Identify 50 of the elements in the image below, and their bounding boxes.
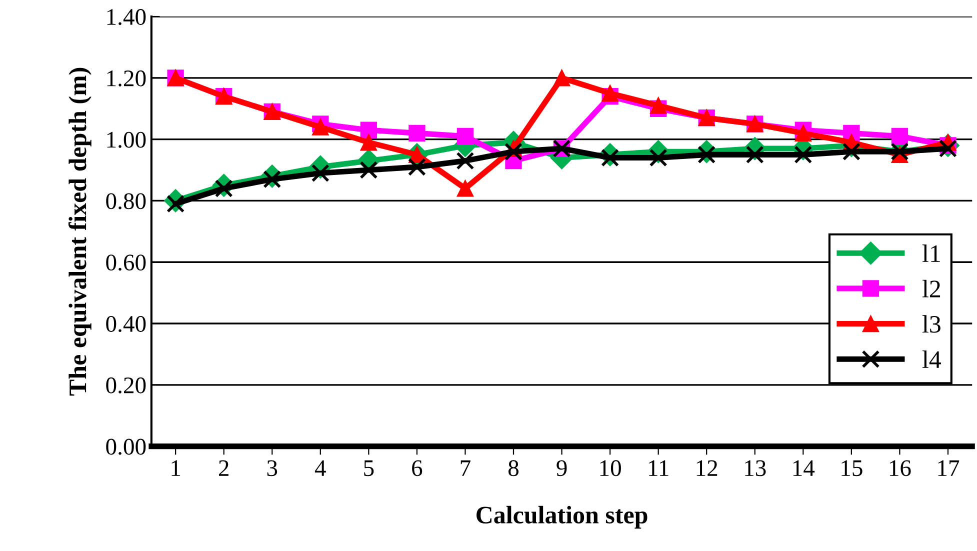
point xyxy=(456,152,474,170)
point xyxy=(698,146,716,164)
legend-label: l2 xyxy=(922,280,940,298)
point xyxy=(408,124,426,142)
x-tick-label: 15 xyxy=(842,460,862,476)
x-tick-label: 2 xyxy=(218,460,228,476)
x-tick-label: 5 xyxy=(364,460,374,476)
point xyxy=(456,180,474,197)
x-tick-label: 6 xyxy=(412,460,422,476)
point xyxy=(794,146,812,164)
y-tick-label: 0.60 xyxy=(106,254,146,271)
y-axis-title: The equivalent fixed depth (m) xyxy=(68,68,92,396)
point xyxy=(601,148,620,167)
point xyxy=(456,128,474,145)
point xyxy=(891,128,908,145)
x-tick-label: 14 xyxy=(793,460,815,476)
x-tick-label: 17 xyxy=(938,460,960,476)
point xyxy=(360,122,378,138)
legend-label: l4 xyxy=(922,350,942,368)
point xyxy=(650,97,667,114)
point xyxy=(360,134,378,151)
y-tick-label: 0.80 xyxy=(106,193,146,210)
x-tick-label: 7 xyxy=(460,460,470,476)
x-tick-label: 11 xyxy=(649,460,668,476)
point xyxy=(504,142,523,161)
y-tick-label: 0.40 xyxy=(106,316,146,332)
point xyxy=(553,70,570,86)
point xyxy=(842,142,860,161)
point xyxy=(408,158,426,176)
x-tick-label: 9 xyxy=(556,460,567,476)
point xyxy=(312,118,329,136)
y-tick-label: 1.40 xyxy=(107,9,146,26)
point xyxy=(938,140,958,158)
x-axis-title: Calculation step xyxy=(476,506,648,529)
x-tick-label: 13 xyxy=(745,460,766,476)
y-tick-label: 1.00 xyxy=(107,132,146,148)
point xyxy=(794,124,812,142)
x-tick-label: 10 xyxy=(600,460,621,476)
legend-label: l1 xyxy=(922,244,940,262)
x-tick-label: 4 xyxy=(314,460,326,476)
x-tick-label: 16 xyxy=(890,460,911,476)
x-tick-label: 8 xyxy=(508,460,518,476)
x-tick-label: 1 xyxy=(172,460,180,476)
y-tick-label: 1.20 xyxy=(107,70,146,86)
point xyxy=(602,84,618,102)
y-tick-label: 0.00 xyxy=(106,438,146,455)
y-tick-label: 0.20 xyxy=(106,377,146,394)
legend-label: l3 xyxy=(922,315,940,333)
x-tick-label: 3 xyxy=(267,460,278,476)
x-tick-label: 12 xyxy=(696,460,718,476)
